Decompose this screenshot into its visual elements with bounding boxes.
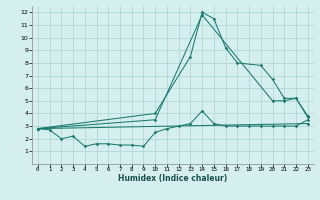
X-axis label: Humidex (Indice chaleur): Humidex (Indice chaleur) [118,174,228,183]
